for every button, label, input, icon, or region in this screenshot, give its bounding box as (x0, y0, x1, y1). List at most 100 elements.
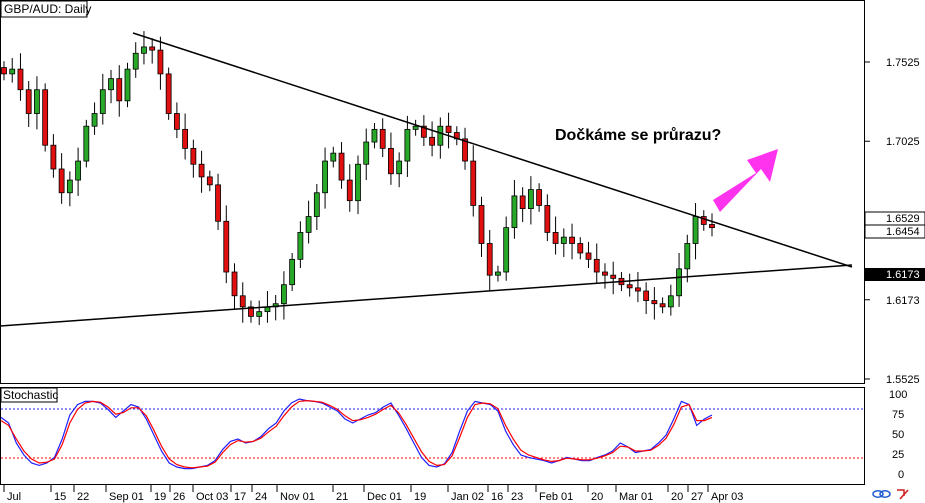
stoch-tick-0: 0 (898, 469, 904, 481)
candle-body (445, 125, 452, 133)
candle-body (651, 300, 658, 305)
x-tick-label: 24 (255, 491, 267, 503)
candle-body (17, 68, 24, 91)
candle-body (371, 128, 378, 143)
candle-body (470, 160, 477, 206)
x-tick-label: Oct 03 (196, 491, 228, 503)
candle-body (239, 295, 246, 308)
candle-body (34, 89, 40, 114)
candle-body (231, 271, 238, 297)
x-tick-label: 20 (671, 491, 683, 503)
candle-body (338, 152, 345, 181)
annotation-text: Dočkáme se průrazu? (555, 127, 721, 144)
price-tag-3: 1.6173 (886, 269, 920, 281)
candle-body (552, 231, 559, 244)
y-tick-1: 1.7525 (886, 57, 920, 69)
link-icon[interactable] (872, 490, 891, 498)
y-tick-4: 1.5525 (886, 374, 920, 386)
chart-title: GBP/AUD: Daily (4, 2, 91, 16)
x-tick-label: 15 (54, 491, 66, 503)
candle-body (157, 49, 164, 75)
x-tick-label: Nov 01 (280, 491, 315, 503)
candle-body (462, 138, 468, 162)
candle-body (544, 205, 551, 233)
x-tick-label: 19 (154, 491, 166, 503)
candle-body (676, 268, 682, 297)
candle-body (9, 68, 16, 75)
x-tick-label: Mar 01 (619, 491, 653, 503)
main-panel-frame (0, 0, 865, 384)
x-tick-label: 21 (336, 491, 348, 503)
candle-body (577, 243, 584, 254)
candle-body (182, 128, 189, 149)
x-tick-label: Apr 03 (711, 491, 743, 503)
candle-body (667, 295, 674, 308)
candle-body (58, 168, 65, 194)
candle-body (173, 113, 180, 130)
candle-body (519, 195, 526, 210)
x-tick-label: Sep 01 (109, 491, 144, 503)
candle-body (215, 184, 221, 222)
x-tick-label: 23 (511, 491, 523, 503)
candle-body (313, 192, 320, 217)
lower-trendline (0, 264, 853, 327)
candle-body (297, 231, 304, 260)
stoch-tick-25: 25 (892, 449, 904, 461)
candle-body (124, 68, 131, 102)
candle-body (610, 274, 617, 279)
candle-body (709, 224, 715, 229)
candle-body (198, 163, 205, 178)
candle-body (495, 271, 501, 276)
candle-body (248, 306, 254, 317)
price-tag-2: 1.6454 (886, 226, 920, 238)
candle-body (412, 125, 419, 130)
price-tag-box-2 (864, 224, 925, 239)
candle-body (305, 216, 312, 233)
stoch-tick-50: 50 (892, 429, 904, 441)
x-tick-label: 16 (491, 491, 503, 503)
x-tick-label: Dec 01 (367, 491, 402, 503)
candle-body (420, 125, 427, 138)
price-candles (1, 31, 715, 326)
candle-body (281, 284, 287, 305)
candle-body (99, 89, 106, 114)
candle-body (355, 163, 361, 202)
candle-body (363, 141, 370, 165)
candle-body (684, 243, 691, 270)
candle-body (132, 52, 139, 70)
stochastic-panel-frame (0, 387, 865, 485)
candle-body (165, 73, 172, 114)
candle-body (511, 195, 518, 229)
candle-body (527, 189, 534, 210)
candle-body (478, 205, 485, 244)
x-tick-label: 27 (691, 491, 703, 503)
right-axis (864, 61, 870, 380)
candle-body (396, 160, 403, 175)
candle-body (379, 128, 386, 149)
x-tick-label: 22 (77, 491, 89, 503)
candle-body (141, 46, 147, 54)
candle-body (429, 136, 435, 146)
candle-body (91, 113, 98, 127)
candle-body (330, 152, 337, 162)
candle-body (626, 284, 633, 289)
candle-body (256, 311, 263, 317)
x-tick-label: 19 (414, 491, 426, 503)
candle-body (190, 147, 197, 165)
close-icon[interactable] (897, 489, 909, 500)
candle-body (322, 160, 328, 194)
x-tick-label: Jan 02 (451, 491, 484, 503)
candle-body (585, 252, 592, 260)
candle-body (437, 125, 444, 146)
candle-body (206, 176, 213, 186)
candle-body (116, 78, 123, 102)
candle-body (635, 287, 641, 292)
candle-body (404, 128, 411, 162)
candle-body (659, 303, 666, 308)
y-tick-3: 1.6173 (886, 295, 920, 307)
candle-body (289, 258, 296, 286)
candle-body (66, 179, 73, 194)
candle-body (108, 78, 114, 91)
y-tick-2: 1.7025 (886, 136, 920, 148)
